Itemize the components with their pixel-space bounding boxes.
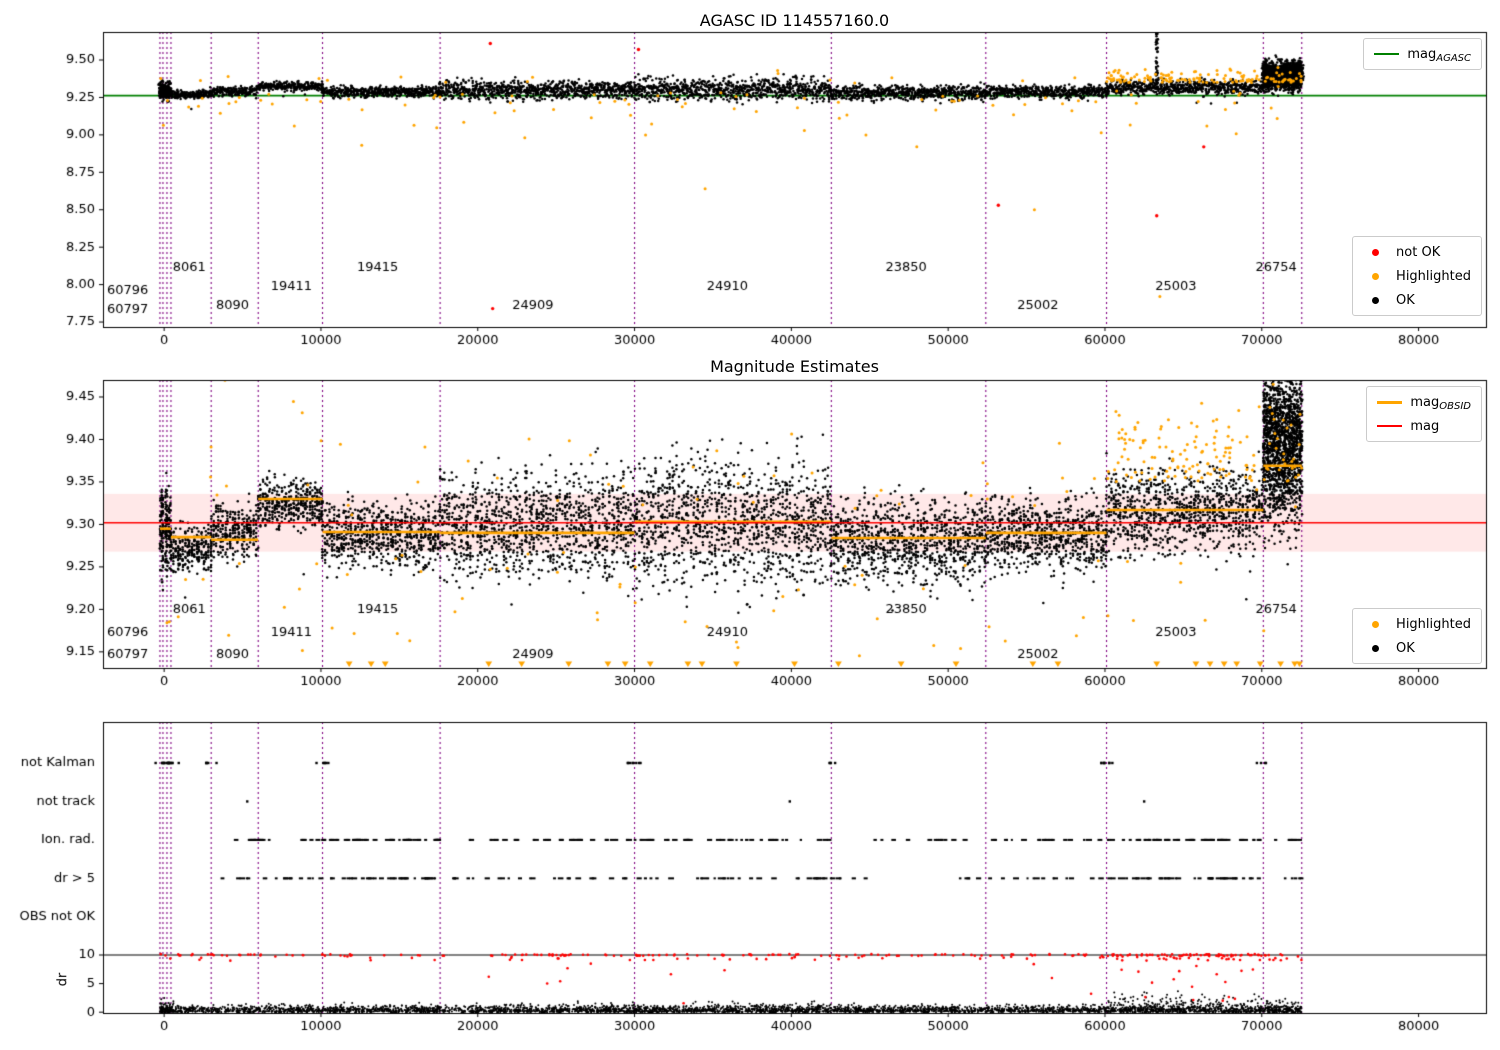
plot1-title: AGASC ID 114557160.0	[699, 11, 890, 30]
ok-label-2: OK	[1396, 640, 1415, 656]
ok-label: OK	[1396, 292, 1415, 308]
mag-line-swatch	[1377, 425, 1403, 427]
highlighted-marker-swatch-2	[1372, 620, 1380, 628]
mag-agasc-label: magAGASC	[1407, 46, 1471, 64]
plot2-marker-legend: Highlighted OK	[1352, 608, 1482, 664]
highlighted-marker-swatch	[1372, 272, 1380, 280]
mag-obsid-line-swatch	[1377, 400, 1403, 404]
plot2-line-legend: magOBSID mag	[1366, 386, 1482, 442]
legend-item-highlighted: Highlighted	[1363, 267, 1471, 285]
plot1-marker-legend: not OK Highlighted OK	[1352, 236, 1482, 316]
plot1-line-legend: magAGASC	[1363, 38, 1482, 70]
ok-marker-swatch-2	[1372, 644, 1380, 652]
mag-obsid-label: magOBSID	[1410, 394, 1471, 412]
plot2-title: Magnitude Estimates	[710, 357, 879, 376]
legend-item-mag-obsid: magOBSID	[1377, 393, 1471, 412]
legend-item-highlighted-2: Highlighted	[1363, 615, 1471, 633]
legend-item-mag-agasc: magAGASC	[1374, 45, 1471, 64]
legend-item-not-ok: not OK	[1363, 243, 1471, 261]
not-ok-label: not OK	[1396, 244, 1441, 260]
legend-item-mag: mag	[1377, 417, 1471, 435]
legend-item-ok-2: OK	[1363, 639, 1471, 657]
legend-item-ok: OK	[1363, 291, 1471, 309]
not-ok-marker-swatch	[1372, 248, 1380, 256]
mag-label: mag	[1410, 418, 1440, 434]
mag-agasc-line-swatch	[1374, 53, 1400, 55]
highlighted-label: Highlighted	[1396, 268, 1471, 284]
ok-marker-swatch	[1372, 296, 1380, 304]
highlighted-label-2: Highlighted	[1396, 616, 1471, 632]
plot3-ylabel-dr: dr	[55, 972, 71, 987]
